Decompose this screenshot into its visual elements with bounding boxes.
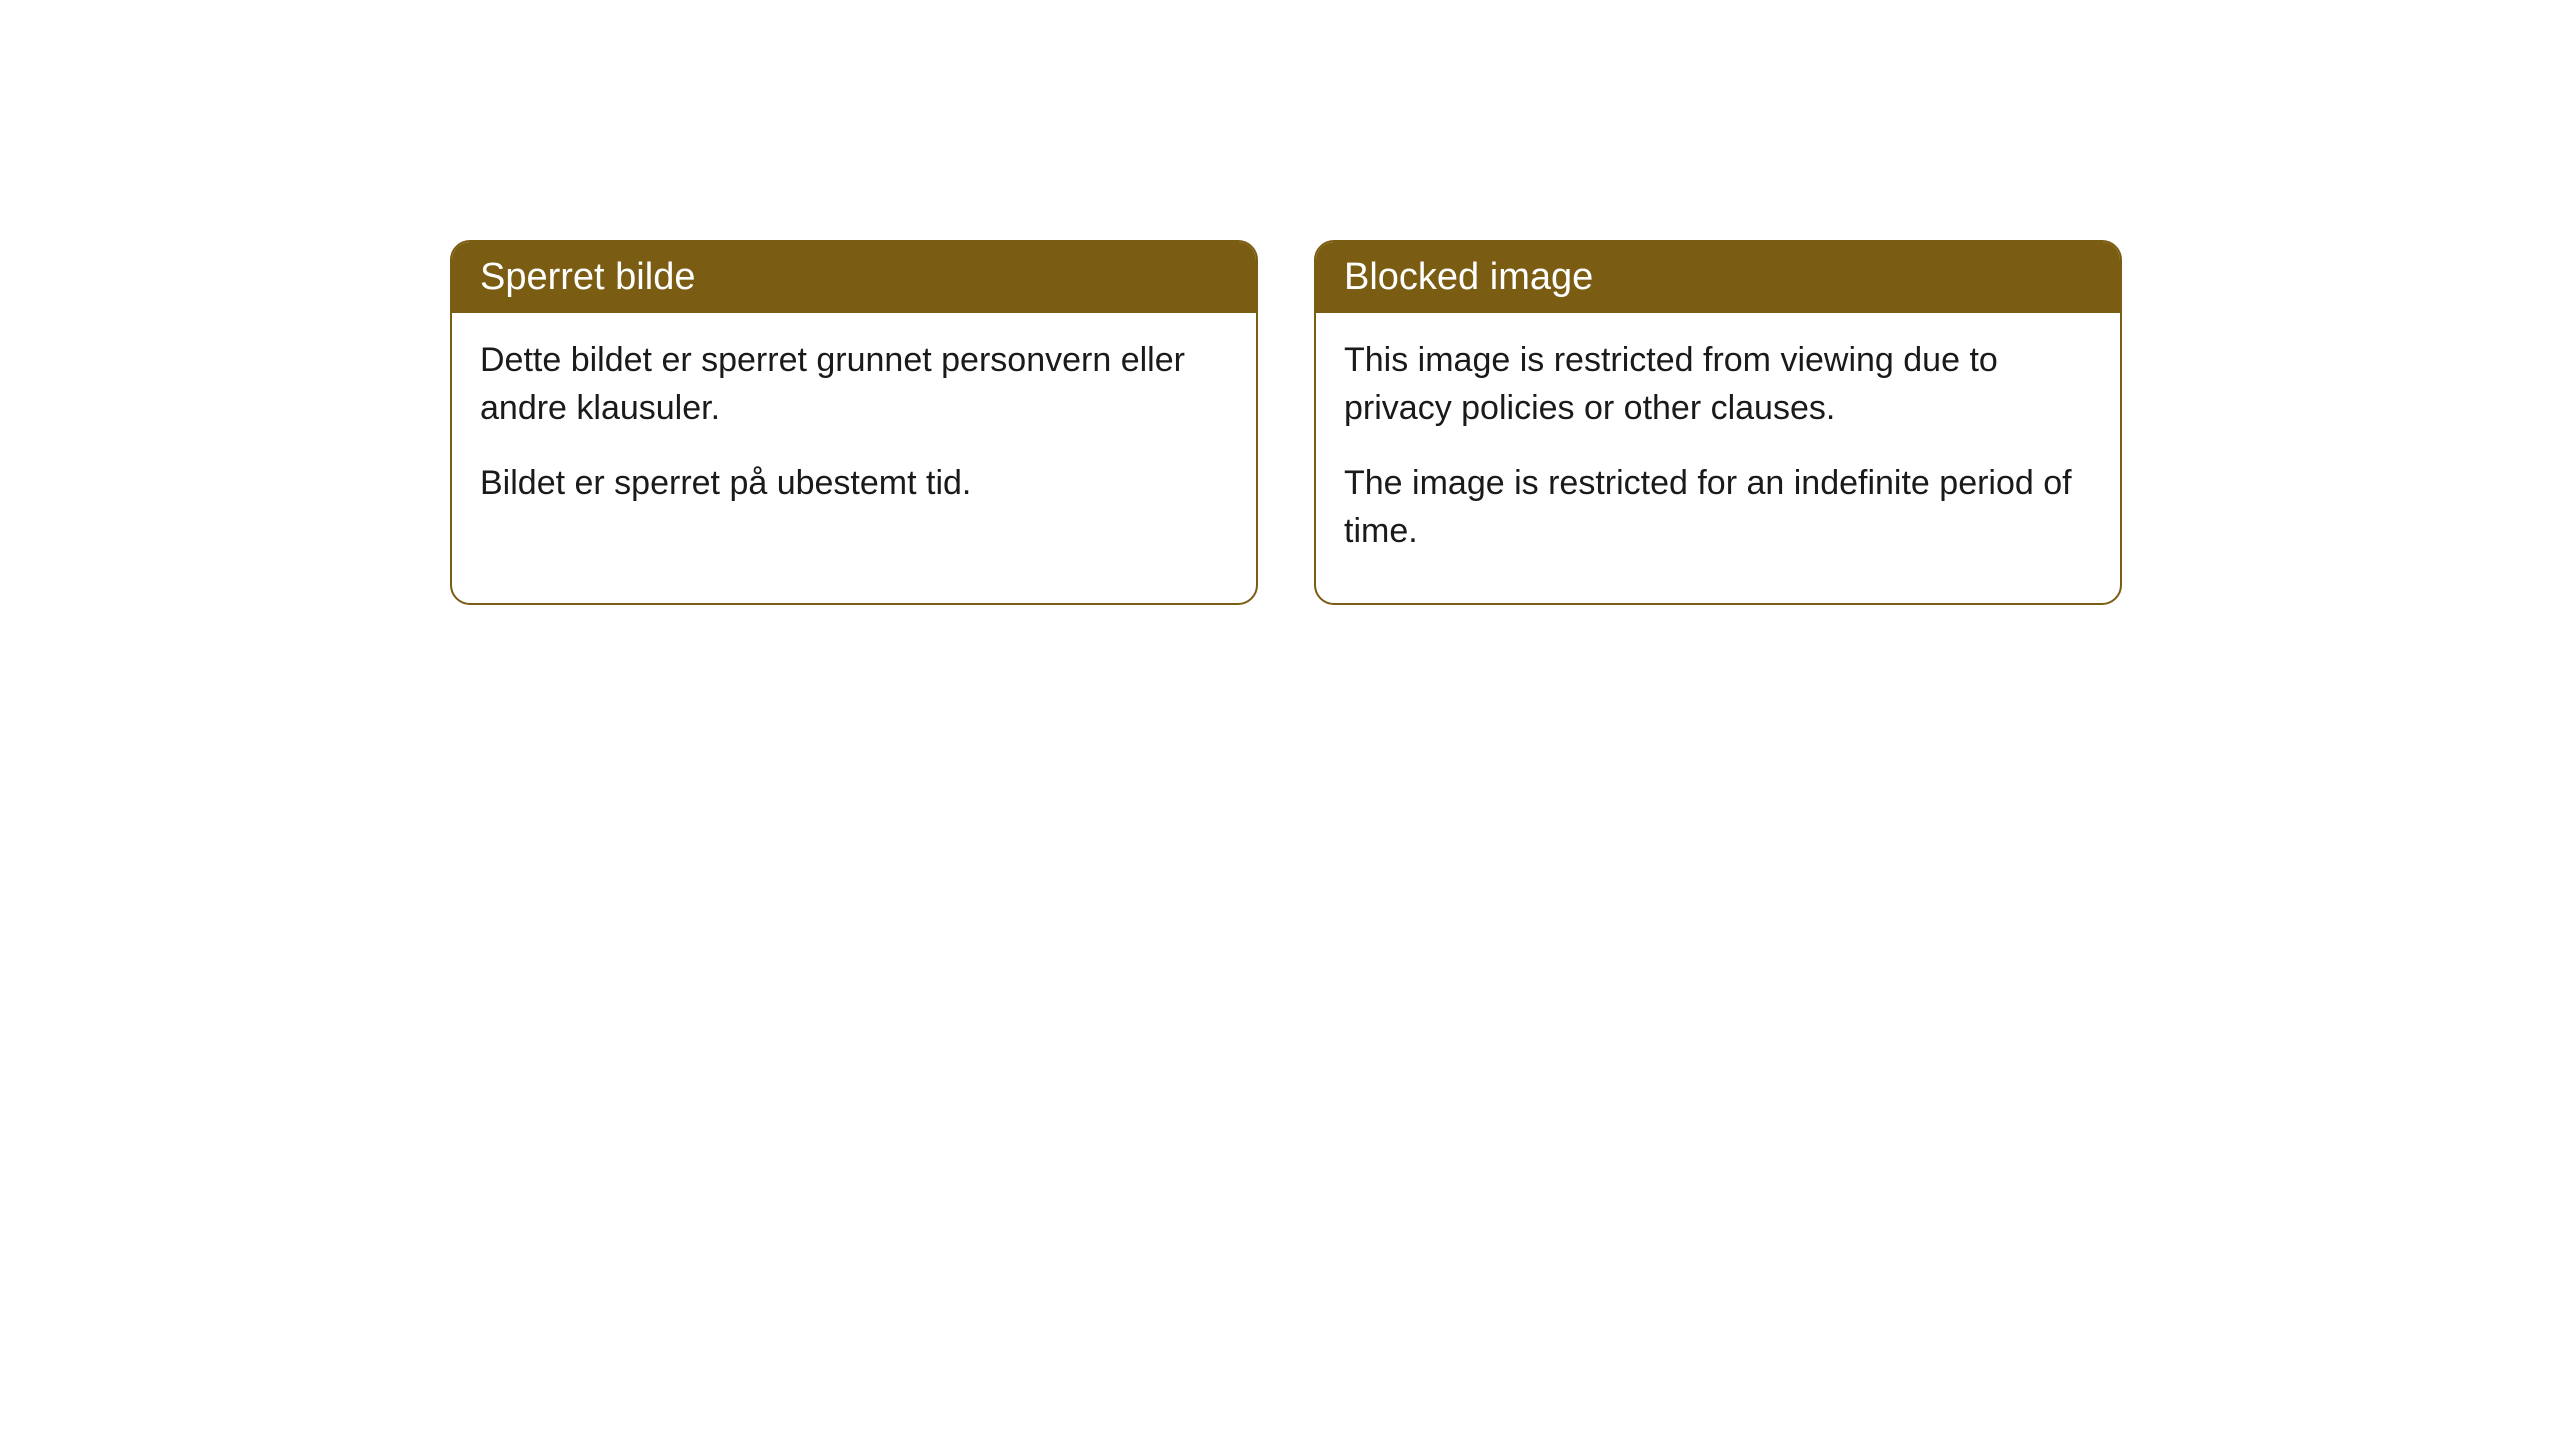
card-header-norwegian: Sperret bilde — [452, 242, 1256, 313]
card-paragraph: Dette bildet er sperret grunnet personve… — [480, 337, 1228, 432]
cards-container: Sperret bilde Dette bildet er sperret gr… — [450, 240, 2122, 605]
card-body-english: This image is restricted from viewing du… — [1316, 313, 2120, 603]
card-body-norwegian: Dette bildet er sperret grunnet personve… — [452, 313, 1256, 556]
card-header-english: Blocked image — [1316, 242, 2120, 313]
card-paragraph: Bildet er sperret på ubestemt tid. — [480, 460, 1228, 508]
card-english: Blocked image This image is restricted f… — [1314, 240, 2122, 605]
card-norwegian: Sperret bilde Dette bildet er sperret gr… — [450, 240, 1258, 605]
card-paragraph: The image is restricted for an indefinit… — [1344, 460, 2092, 555]
card-paragraph: This image is restricted from viewing du… — [1344, 337, 2092, 432]
